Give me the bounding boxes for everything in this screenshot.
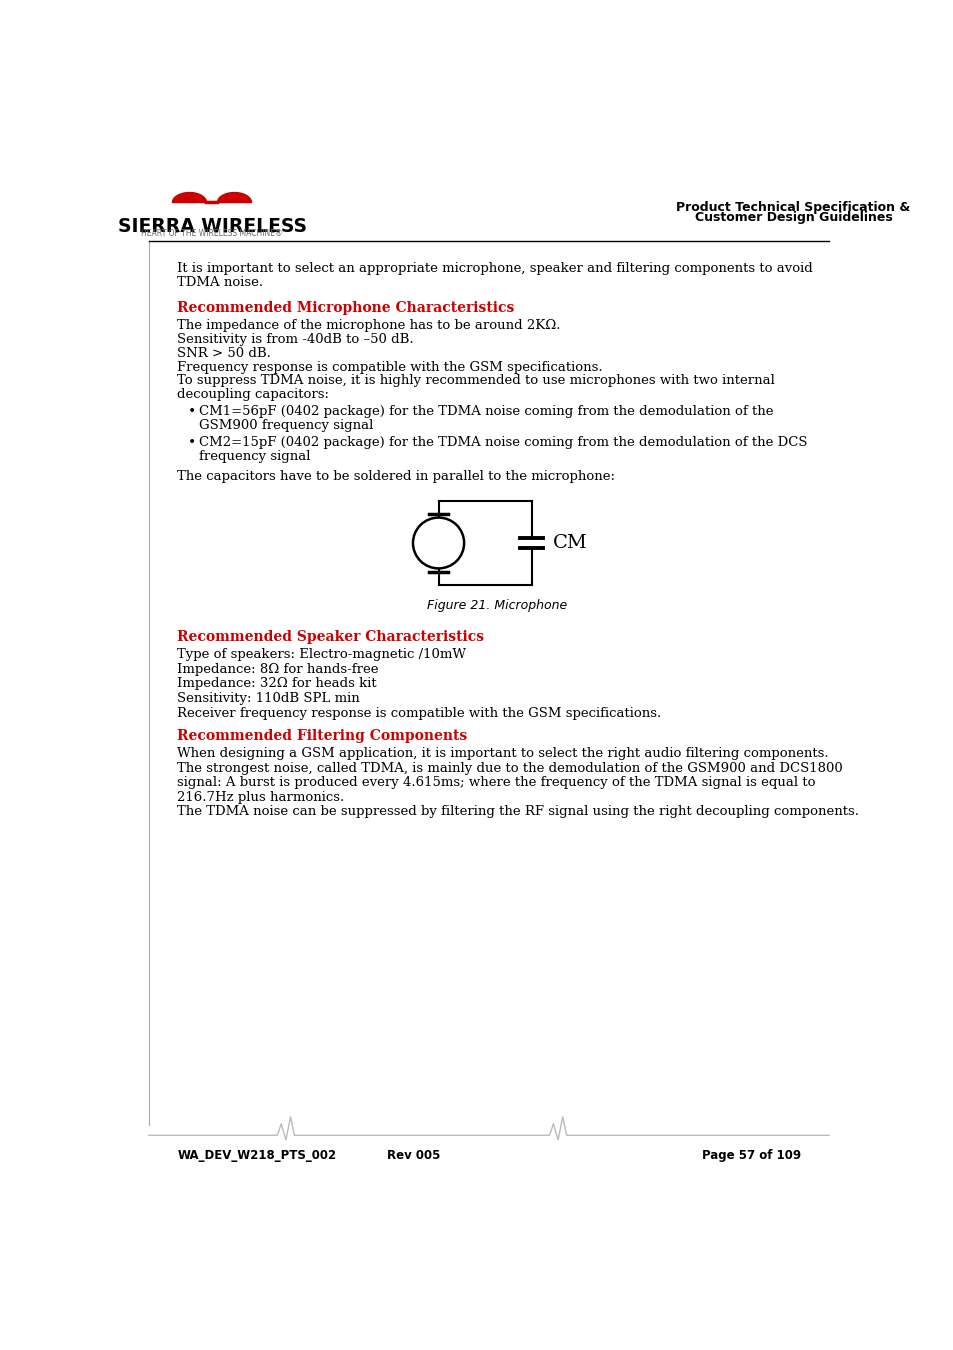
Text: 216.7Hz plus harmonics.: 216.7Hz plus harmonics.: [177, 791, 344, 803]
Text: SIERRA WIRELESS: SIERRA WIRELESS: [117, 217, 307, 236]
Text: The TDMA noise can be suppressed by filtering the RF signal using the right deco: The TDMA noise can be suppressed by filt…: [177, 806, 859, 818]
Text: When designing a GSM application, it is important to select the right audio filt: When designing a GSM application, it is …: [177, 747, 828, 760]
Text: Customer Design Guidelines: Customer Design Guidelines: [694, 212, 891, 224]
Text: signal: A burst is produced every 4.615ms; where the frequency of the TDMA signa: signal: A burst is produced every 4.615m…: [177, 776, 815, 790]
Text: Frequency response is compatible with the GSM specifications.: Frequency response is compatible with th…: [177, 360, 602, 374]
Text: WA_DEV_W218_PTS_002: WA_DEV_W218_PTS_002: [177, 1149, 336, 1162]
Text: Recommended Speaker Characteristics: Recommended Speaker Characteristics: [177, 630, 484, 644]
Text: TDMA noise.: TDMA noise.: [177, 275, 263, 289]
Text: HEART OF THE WIRELESS MACHINE®: HEART OF THE WIRELESS MACHINE®: [141, 230, 283, 238]
Text: The capacitors have to be soldered in parallel to the microphone:: The capacitors have to be soldered in pa…: [177, 470, 615, 483]
Text: •: •: [188, 405, 196, 418]
Text: The impedance of the microphone has to be around 2KΩ.: The impedance of the microphone has to b…: [177, 319, 560, 332]
Text: To suppress TDMA noise, it is highly recommended to use microphones with two int: To suppress TDMA noise, it is highly rec…: [177, 374, 775, 387]
Text: It is important to select an appropriate microphone, speaker and filtering compo: It is important to select an appropriate…: [177, 262, 812, 275]
Text: Sensitivity: 110dB SPL min: Sensitivity: 110dB SPL min: [177, 693, 359, 705]
Text: Impedance: 32Ω for heads kit: Impedance: 32Ω for heads kit: [177, 678, 376, 690]
Text: The strongest noise, called TDMA, is mainly due to the demodulation of the GSM90: The strongest noise, called TDMA, is mai…: [177, 761, 842, 775]
Text: Sensitivity is from -40dB to –50 dB.: Sensitivity is from -40dB to –50 dB.: [177, 333, 414, 346]
Text: frequency signal: frequency signal: [199, 450, 311, 463]
Text: Impedance: 8Ω for hands-free: Impedance: 8Ω for hands-free: [177, 663, 378, 675]
Text: decoupling capacitors:: decoupling capacitors:: [177, 389, 329, 401]
Text: CM: CM: [553, 535, 587, 552]
Text: SNR > 50 dB.: SNR > 50 dB.: [177, 347, 271, 359]
Text: GSM900 frequency signal: GSM900 frequency signal: [199, 418, 373, 432]
Text: Type of speakers: Electro-magnetic /10mW: Type of speakers: Electro-magnetic /10mW: [177, 648, 466, 662]
Text: Figure 21. Microphone: Figure 21. Microphone: [426, 599, 566, 612]
Text: Product Technical Specification &: Product Technical Specification &: [676, 201, 910, 213]
Text: Recommended Filtering Components: Recommended Filtering Components: [177, 729, 467, 742]
Text: Receiver frequency response is compatible with the GSM specifications.: Receiver frequency response is compatibl…: [177, 706, 661, 720]
Text: Rev 005: Rev 005: [386, 1149, 439, 1162]
Text: CM2=15pF (0402 package) for the TDMA noise coming from the demodulation of the D: CM2=15pF (0402 package) for the TDMA noi…: [199, 436, 807, 450]
Text: CM1=56pF (0402 package) for the TDMA noise coming from the demodulation of the: CM1=56pF (0402 package) for the TDMA noi…: [199, 405, 773, 418]
Text: •: •: [188, 436, 196, 450]
Text: Page 57 of 109: Page 57 of 109: [701, 1149, 801, 1162]
Text: Recommended Microphone Characteristics: Recommended Microphone Characteristics: [177, 301, 515, 315]
